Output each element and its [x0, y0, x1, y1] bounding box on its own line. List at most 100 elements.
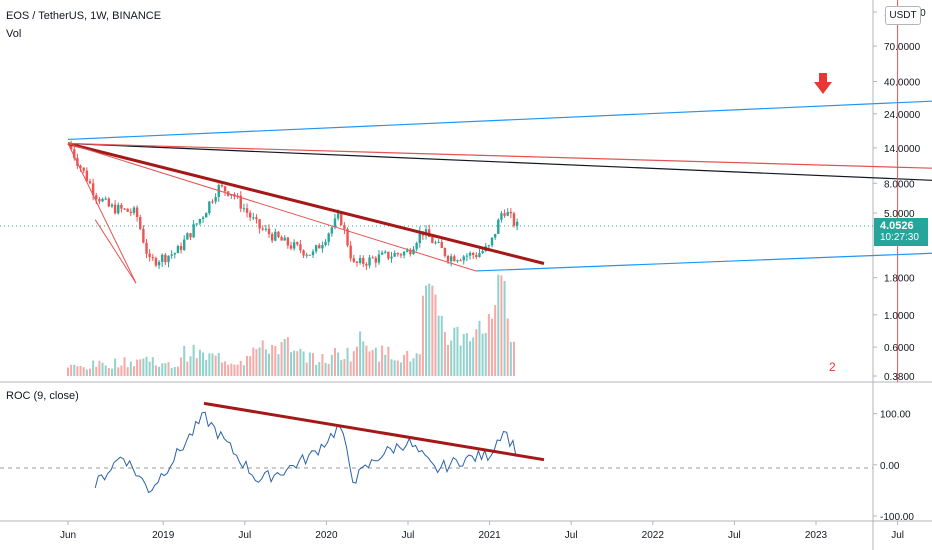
volume-bar: [431, 285, 434, 376]
price-tag-value: 4.0526: [880, 220, 914, 232]
volume-bars: [67, 274, 516, 376]
candle-body: [409, 250, 412, 255]
volume-bar: [230, 363, 233, 376]
candle-body: [98, 199, 101, 202]
price-tick-label: 8.0000: [884, 179, 915, 190]
volume-bar: [98, 360, 101, 376]
wedge-line-left: [67, 143, 137, 284]
volume-bar: [142, 358, 145, 376]
volume-bar: [365, 345, 368, 376]
volume-bar: [478, 320, 481, 376]
volume-bar: [425, 285, 428, 376]
candle-body: [88, 181, 92, 184]
roc-tick-label: 0.00: [880, 461, 900, 472]
time-axis[interactable]: Jun 2019 Jul 2020 Jul 2021 Jul 2022 Jul 2023 Jul: [60, 521, 904, 541]
candle-body: [139, 217, 142, 229]
volume-bar: [227, 364, 230, 376]
volume-bar: [308, 352, 311, 376]
volume-bar: [459, 345, 462, 376]
candle-body: [365, 263, 368, 266]
volume-bar: [443, 332, 446, 376]
volume-bar: [242, 365, 245, 376]
candle-body: [346, 229, 349, 246]
volume-bar: [374, 347, 377, 376]
candle-body: [201, 217, 205, 219]
currency-button[interactable]: USDT: [885, 6, 921, 25]
candle-body: [151, 256, 155, 259]
roc-trendline: [203, 401, 545, 462]
volume-bar: [355, 346, 358, 376]
volume-bar: [271, 344, 274, 376]
roc-indicator: [94, 401, 545, 494]
time-tick-label: 2021: [478, 530, 501, 541]
candle-body: [355, 261, 359, 263]
volume-bar: [129, 361, 132, 376]
volume-bar: [176, 366, 179, 376]
candle-body: [239, 195, 242, 209]
volume-bar: [503, 281, 506, 376]
time-tick-label: 2023: [805, 530, 828, 541]
candle-body: [465, 255, 469, 257]
volume-bar: [494, 305, 497, 376]
volume-bar: [450, 340, 453, 376]
volume-bar: [506, 318, 509, 376]
volume-bar: [268, 353, 271, 376]
volume-bar: [421, 295, 424, 376]
time-tick-label: Jul: [402, 530, 415, 541]
candle-body: [371, 257, 374, 259]
candle-body: [358, 257, 362, 263]
volume-bar: [321, 354, 324, 376]
volume-bar: [76, 366, 79, 376]
candlesticks: [69, 140, 519, 270]
volume-bar: [114, 358, 117, 376]
volume-bar: [302, 351, 305, 376]
candle-body: [475, 255, 478, 258]
volume-bar: [453, 327, 456, 376]
volume-bar: [95, 366, 98, 376]
candle-body: [179, 246, 183, 250]
candle-body: [267, 228, 271, 235]
candle-body: [73, 149, 76, 159]
volume-bar: [324, 362, 327, 376]
volume-bar: [318, 362, 321, 376]
volume-bar: [330, 354, 333, 376]
volume-bar: [393, 360, 396, 376]
candle-body: [170, 254, 173, 256]
candle-body: [446, 256, 450, 262]
volume-bar: [290, 352, 293, 376]
candle-body: [362, 257, 365, 264]
volume-bar: [205, 359, 208, 376]
volume-bar: [472, 337, 475, 376]
roc-axis[interactable]: 100.00 0.00 -100.00: [873, 410, 914, 523]
volume-bar: [475, 329, 478, 376]
volume-bar: [180, 357, 183, 376]
volume-bar: [195, 358, 198, 376]
candle-body: [497, 219, 500, 234]
candle-body: [324, 241, 327, 246]
price-axis[interactable]: 120.000070.000040.000024.000014.00008.00…: [873, 8, 926, 383]
candle-body: [440, 242, 443, 248]
candle-body: [85, 170, 89, 182]
candle-body: [503, 213, 506, 216]
candle-body: [208, 201, 211, 214]
candle-body: [333, 218, 337, 228]
volume-bar: [167, 362, 170, 376]
volume-bar: [513, 341, 516, 376]
candle-body: [478, 253, 481, 258]
candle-body: [296, 242, 299, 245]
volume-bar: [315, 364, 318, 376]
volume-bar: [280, 342, 283, 376]
drawings[interactable]: [67, 0, 932, 382]
volume-bar: [359, 331, 362, 376]
candle-body: [387, 251, 390, 259]
volume-bar: [352, 351, 355, 376]
candle-body: [220, 185, 224, 187]
candle-body: [292, 242, 296, 249]
wedge-line-lower: [67, 143, 477, 272]
volume-bar: [239, 360, 242, 376]
volume-bar: [154, 365, 157, 376]
red-line: [67, 142, 932, 169]
volume-bar: [192, 344, 195, 376]
candle-body: [142, 228, 145, 243]
